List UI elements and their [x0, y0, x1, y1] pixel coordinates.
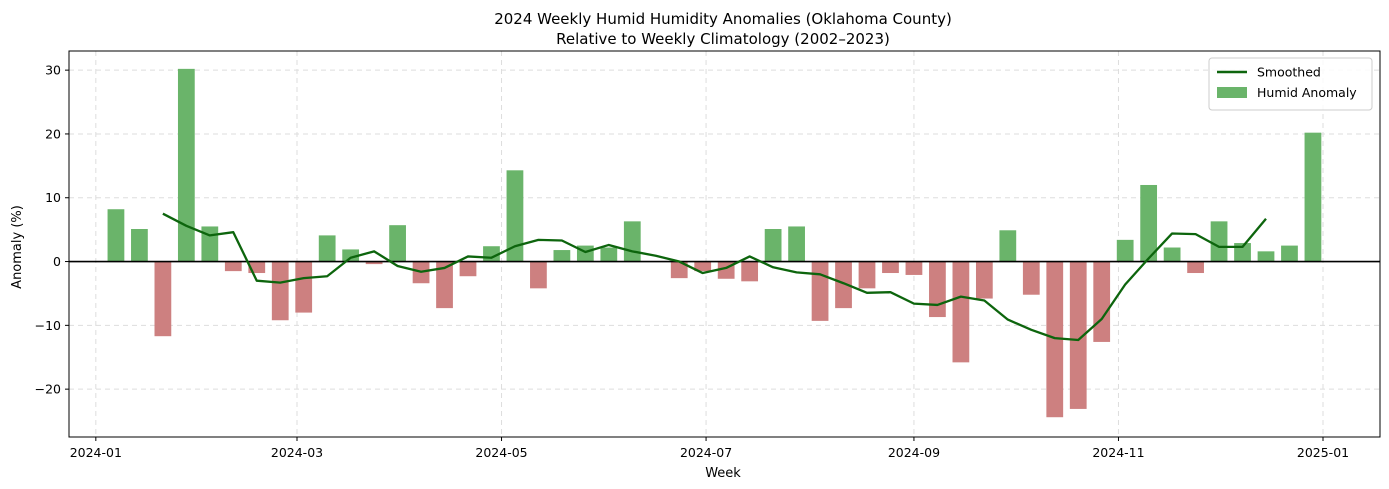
x-tick-label: 2025-01	[1297, 445, 1349, 460]
anomaly-bar	[1093, 261, 1111, 342]
anomaly-bar	[201, 226, 219, 262]
anomaly-bar	[835, 261, 852, 309]
anomaly-bar	[952, 261, 970, 363]
anomaly-bar	[530, 261, 547, 289]
grid-layer	[69, 51, 1380, 437]
anomaly-bar	[1140, 184, 1158, 262]
anomaly-bar	[929, 261, 946, 318]
anomaly-bar	[248, 261, 266, 274]
x-tick-label: 2024-09	[888, 445, 940, 460]
x-tick-label: 2024-07	[680, 445, 732, 460]
anomaly-bar	[1257, 251, 1275, 262]
anomaly-bar	[131, 229, 148, 262]
y-tick-label: −10	[35, 318, 61, 333]
anomaly-bar	[295, 261, 313, 313]
anomaly-bar	[905, 261, 923, 275]
anomaly-bar	[1281, 245, 1298, 262]
x-axis-label: Week	[705, 466, 741, 481]
y-axis-label: Anomaly (%)	[10, 205, 25, 289]
anomaly-bar	[271, 261, 289, 321]
anomaly-bar	[1069, 261, 1087, 409]
legend-humid-anomaly-swatch	[1217, 87, 1247, 98]
anomaly-bar	[882, 261, 899, 274]
y-tick-label: 10	[45, 190, 61, 205]
anomaly-bar	[811, 261, 829, 321]
axis-layer: 2024-01 2024-03 2024-05 2024-07 2024-09 2024-…	[35, 50, 1381, 460]
y-tick-label: 0	[53, 254, 61, 269]
anomaly-bar	[1116, 239, 1134, 262]
anomaly-bar	[365, 261, 383, 265]
anomaly-bar	[694, 261, 712, 272]
anomaly-bar	[623, 221, 641, 262]
legend-smoothed-label: Smoothed	[1257, 65, 1321, 80]
anomaly-bar	[107, 209, 125, 262]
plot-frame	[68, 50, 1381, 438]
anomaly-bar	[506, 170, 524, 262]
x-tick-label: 2024-05	[475, 445, 527, 460]
anomaly-bar	[741, 261, 759, 282]
x-tick-label: 2024-11	[1092, 445, 1144, 460]
line-layer	[69, 212, 1380, 342]
anomaly-bar	[1187, 261, 1204, 274]
anomaly-bar	[1163, 247, 1181, 262]
y-tick-label: 30	[45, 63, 61, 78]
anomaly-bar	[154, 261, 172, 337]
anomaly-bar	[389, 225, 406, 262]
anomaly-bar	[342, 249, 360, 262]
anomaly-bar	[1210, 221, 1228, 262]
chart-title-line-1: 2024 Weekly Humid Humidity Anomalies (Ok…	[494, 10, 952, 28]
anomaly-bar	[436, 261, 453, 309]
anomaly-bar	[459, 261, 477, 277]
chart-title-line-2: Relative to Weekly Climatology (2002–202…	[556, 30, 890, 48]
anomaly-bar	[975, 261, 993, 299]
anomaly-bar	[788, 226, 805, 262]
legend-frame	[1208, 57, 1373, 111]
anomaly-bar	[177, 68, 195, 262]
anomaly-bar	[1022, 261, 1040, 295]
anomaly-bar	[553, 250, 571, 262]
legend: Smoothed Humid Anomaly	[1208, 57, 1373, 111]
bar-layer	[107, 68, 1322, 418]
anomaly-bar	[999, 230, 1017, 262]
anomaly-bar	[318, 235, 336, 262]
x-tick-label: 2024-03	[271, 445, 323, 460]
smoothed-line	[162, 212, 1267, 342]
x-tick-label: 2024-01	[70, 445, 122, 460]
anomaly-bar	[600, 247, 618, 262]
y-tick-label: −20	[35, 382, 61, 397]
anomaly-bar	[1046, 261, 1064, 418]
anomaly-bar	[764, 229, 782, 262]
anomaly-bar	[224, 261, 242, 272]
y-tick-label: 20	[45, 126, 61, 141]
anomaly-bar	[1304, 132, 1322, 262]
legend-humid-anomaly-label: Humid Anomaly	[1257, 85, 1357, 100]
anomaly-bar	[670, 261, 688, 279]
anomaly-bar	[858, 261, 876, 289]
